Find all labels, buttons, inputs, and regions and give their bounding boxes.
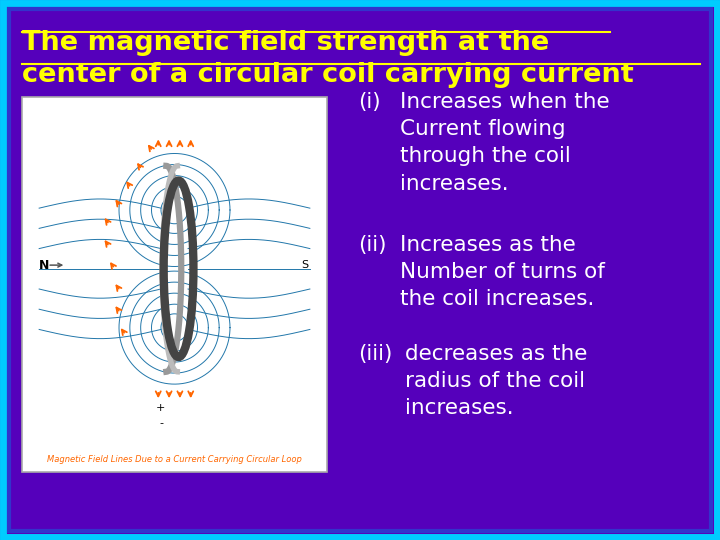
Text: Magnetic Field Lines Due to a Current Carrying Circular Loop: Magnetic Field Lines Due to a Current Ca… — [47, 456, 302, 464]
Text: The magnetic field strength at the: The magnetic field strength at the — [22, 30, 549, 56]
Text: (i): (i) — [358, 92, 381, 112]
Text: (ii): (ii) — [358, 235, 387, 255]
Text: (iii): (iii) — [358, 344, 392, 364]
Text: N: N — [40, 259, 50, 272]
Text: +: + — [156, 403, 166, 414]
Text: Increases as the
Number of turns of
the coil increases.: Increases as the Number of turns of the … — [400, 235, 605, 309]
Text: center of a circular coil carrying current: center of a circular coil carrying curre… — [22, 62, 634, 88]
Text: Increases when the
Current flowing
through the coil
increases.: Increases when the Current flowing throu… — [400, 92, 610, 194]
Text: -: - — [159, 418, 163, 428]
Text: decreases as the
radius of the coil
increases.: decreases as the radius of the coil incr… — [405, 344, 588, 418]
Bar — [22, 97, 327, 472]
Text: S: S — [301, 260, 308, 270]
